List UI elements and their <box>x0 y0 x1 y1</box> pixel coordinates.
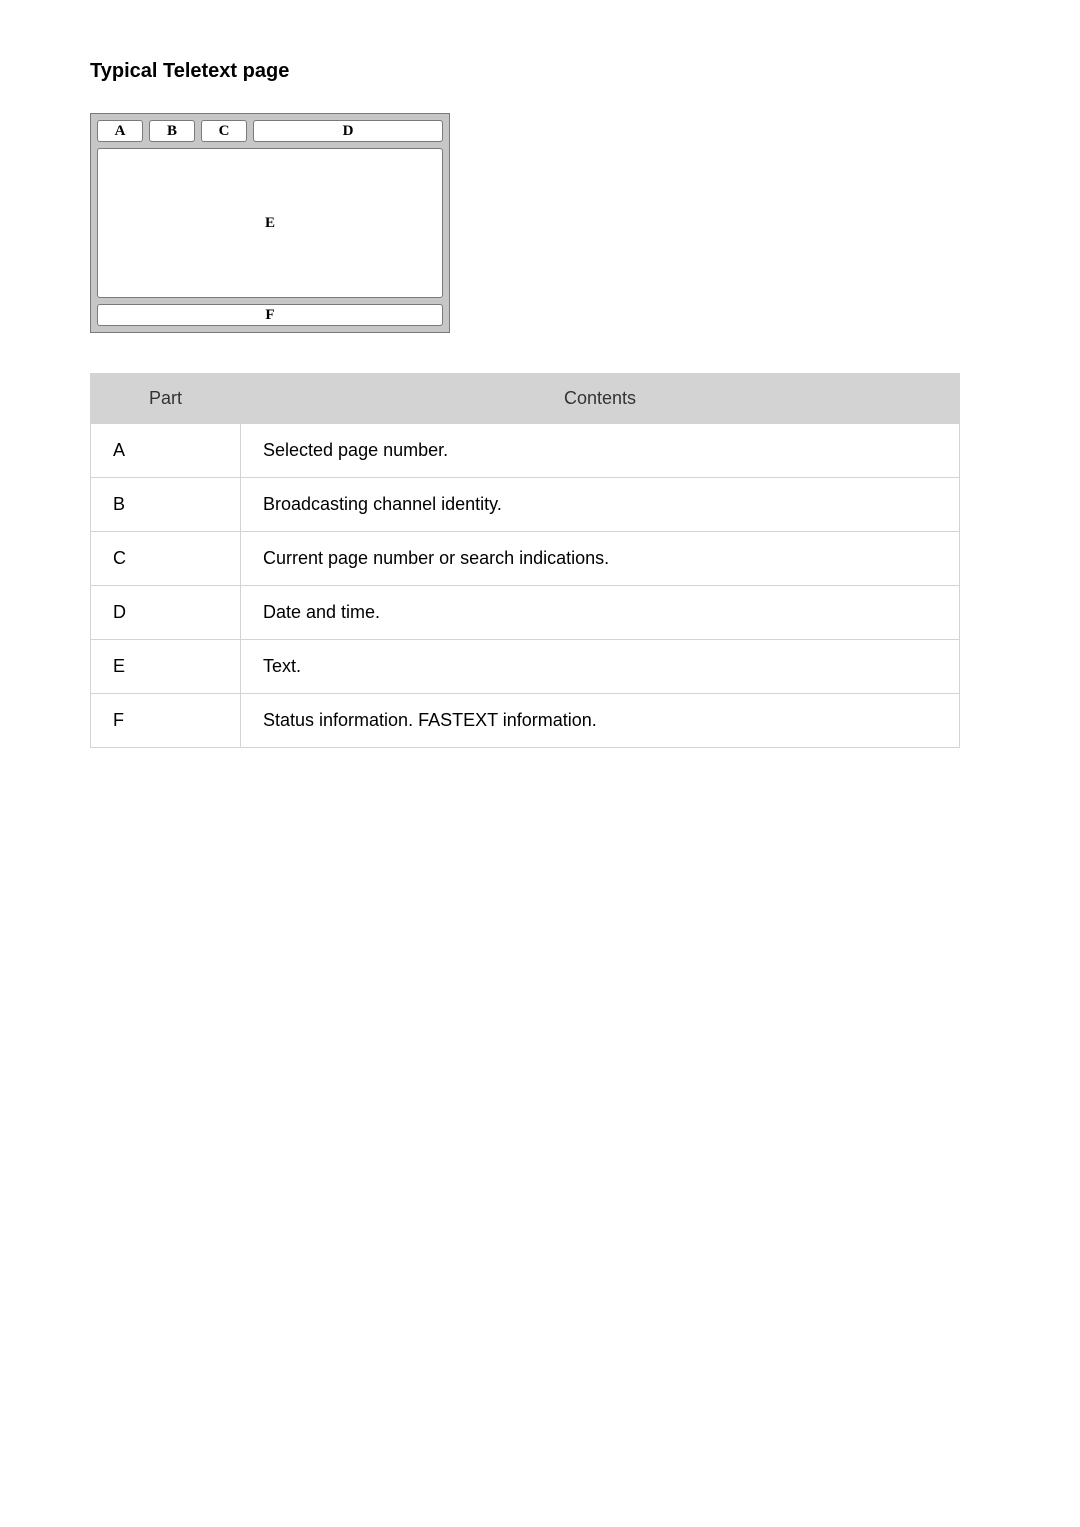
document-page: Typical Teletext page A B C D E F Part C… <box>0 0 1080 748</box>
cell-part: E <box>91 640 241 694</box>
diagram-cell-b: B <box>149 120 195 142</box>
table-header-row: Part Contents <box>91 374 960 424</box>
column-header-part: Part <box>91 374 241 424</box>
table-row: C Current page number or search indicati… <box>91 532 960 586</box>
diagram-cell-c: C <box>201 120 247 142</box>
column-header-contents: Contents <box>241 374 960 424</box>
table-row: A Selected page number. <box>91 424 960 478</box>
cell-contents: Current page number or search indication… <box>241 532 960 586</box>
diagram-cell-e: E <box>97 148 443 298</box>
cell-contents: Status information. FASTEXT information. <box>241 694 960 748</box>
diagram-cell-d: D <box>253 120 443 142</box>
table-row: F Status information. FASTEXT informatio… <box>91 694 960 748</box>
cell-part: F <box>91 694 241 748</box>
cell-contents: Date and time. <box>241 586 960 640</box>
table-row: B Broadcasting channel identity. <box>91 478 960 532</box>
cell-part: D <box>91 586 241 640</box>
cell-part: B <box>91 478 241 532</box>
cell-part: C <box>91 532 241 586</box>
cell-part: A <box>91 424 241 478</box>
parts-table: Part Contents A Selected page number. B … <box>90 373 960 748</box>
diagram-top-row: A B C D <box>97 120 443 142</box>
diagram-cell-f: F <box>97 304 443 326</box>
cell-contents: Text. <box>241 640 960 694</box>
page-title: Typical Teletext page <box>90 60 990 83</box>
table-row: D Date and time. <box>91 586 960 640</box>
teletext-diagram: A B C D E F <box>90 113 450 333</box>
cell-contents: Broadcasting channel identity. <box>241 478 960 532</box>
diagram-cell-a: A <box>97 120 143 142</box>
cell-contents: Selected page number. <box>241 424 960 478</box>
table-row: E Text. <box>91 640 960 694</box>
